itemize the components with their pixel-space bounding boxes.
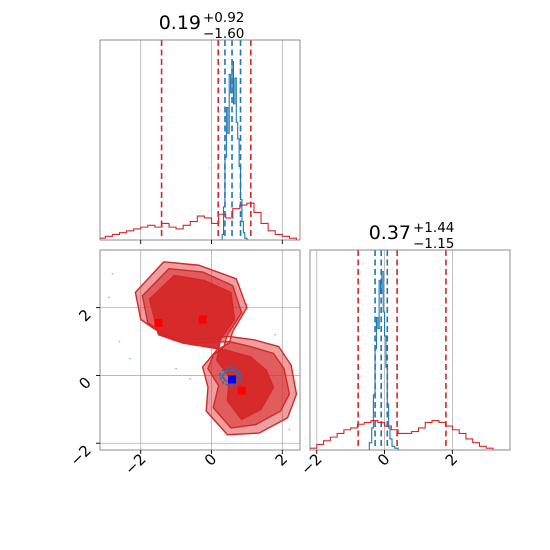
joint-faint-point-5 [274,333,277,336]
joint-red-marker-1 [198,315,207,324]
joint-plot-area [107,261,298,436]
marginal-x-frame [99,39,301,241]
joint-blue-contour-0 [218,365,243,388]
marginal-y-hist-series-0 [365,270,402,450]
marginal-y-xtick-label-1: 0 [374,450,393,469]
marginal-y-title-minus: −1.15 [413,236,454,252]
marginal-x-plot-area [100,40,300,240]
marginal-x-hist-series-1 [100,202,300,240]
joint-faint-point-9 [111,272,114,275]
marginal-y-xtick-label-0: −2 [297,450,325,478]
marginal-y-plot-area [310,250,507,450]
joint-red-marker-0 [154,318,163,327]
joint-blue-marker-0 [228,375,237,384]
joint-faint-point-0 [107,296,110,299]
joint-ytick-label-0: −2 [66,441,94,469]
joint-faint-point-3 [175,367,178,370]
joint-panel: −2 0 2 −2 0 2 [66,249,301,478]
joint-ytick-label-1: 0 [75,374,94,393]
joint-red-contour-0 [148,274,275,421]
marginal-x-title-minus: −1.60 [203,26,244,42]
joint-red-marker-2 [237,386,246,395]
marginal-y-xtick-label-2: 2 [442,450,461,469]
joint-ytick-label-2: 2 [75,306,94,325]
marginal-y-panel: −2 0 2 0.37 +1.44 −1.15 [297,220,511,478]
marginal-y-grid [316,250,453,450]
marginal-x-ticks [140,240,283,244]
marginal-y-ticks: −2 0 2 [297,450,461,478]
marginal-y-frame [309,249,511,451]
marginal-x-hist-series-0 [219,60,250,240]
joint-faint-point-2 [129,357,131,360]
marginal-y-title-value: 0.37 [369,222,411,244]
joint-blue-contour-1 [221,369,240,384]
joint-xtick-label-0: −2 [121,450,149,478]
marginal-x-title-value: 0.19 [159,12,201,34]
joint-faint-point-6 [288,428,291,431]
joint-faint-point-1 [118,340,121,343]
marginal-x-title-plus: +0.92 [203,10,244,26]
marginal-x-panel: 0.19 +0.92 −1.60 [99,10,301,244]
joint-frame [99,249,301,451]
marginal-x-grid [140,40,283,240]
joint-faint-point-7 [189,377,192,380]
joint-xtick-label-1: 0 [201,450,220,469]
joint-xtick-label-2: 2 [272,450,291,469]
marginal-y-hist-series-1 [310,420,507,450]
marginal-y-title-plus: +1.44 [413,220,454,236]
